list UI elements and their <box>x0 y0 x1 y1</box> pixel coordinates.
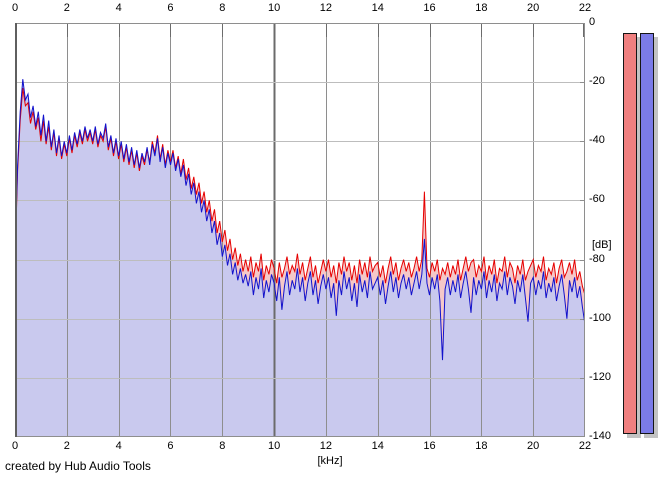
x-tick-label-bottom: 20 <box>527 440 540 452</box>
x-tick-label-top: 0 <box>11 2 19 14</box>
y-tick-label: -100 <box>589 311 612 324</box>
footer-credit: created by Hub Audio Tools <box>5 459 151 473</box>
x-tick-label-bottom: 4 <box>115 440 122 452</box>
y-tick-label: -60 <box>589 193 605 206</box>
y-tick-label: 0 <box>589 16 596 28</box>
x-tick-label-bottom: 6 <box>167 440 174 452</box>
x-tick-label-top: 12 <box>319 2 333 14</box>
x-tick-label-top: 16 <box>423 2 436 14</box>
y-tick-label: -40 <box>589 134 605 147</box>
x-tick-label-bottom: 18 <box>475 440 488 452</box>
x-tick-label-top: 18 <box>475 2 488 14</box>
x-tick-label-bottom: 12 <box>319 440 333 452</box>
x-tick-label-top: 2 <box>63 2 70 14</box>
x-tick-label-bottom: 0 <box>11 440 19 452</box>
y-axis-unit-label: [dB] <box>592 239 612 251</box>
x-tick-label-top: 10 <box>267 2 281 14</box>
y-tick-label: -80 <box>589 252 605 265</box>
x-tick-label-top: 6 <box>167 2 174 14</box>
x-tick-label-bottom: 8 <box>219 440 226 452</box>
x-tick-label-bottom: 16 <box>423 440 436 452</box>
x-tick-label-bottom: 22 <box>578 440 592 452</box>
y-tick-label: -20 <box>589 75 605 88</box>
x-tick-label-bottom: 14 <box>371 440 384 452</box>
x-tick-label-top: 14 <box>371 2 384 14</box>
spectrum-plot <box>15 23 585 437</box>
x-tick-label-top: 4 <box>115 2 122 14</box>
y-tick-label: -120 <box>589 370 612 383</box>
red-level-meter-bar <box>623 33 637 434</box>
x-tick-label-top: 8 <box>219 2 226 14</box>
x-tick-label-bottom: 10 <box>267 440 281 452</box>
x-tick-label-top: 22 <box>578 2 592 14</box>
x-tick-label-bottom: 2 <box>63 440 70 452</box>
x-tick-label-top: 20 <box>527 2 540 14</box>
y-tick-label: -140 <box>589 430 612 442</box>
x-axis-unit-label: [kHz] <box>317 455 343 467</box>
blue-level-meter-bar <box>640 33 654 434</box>
